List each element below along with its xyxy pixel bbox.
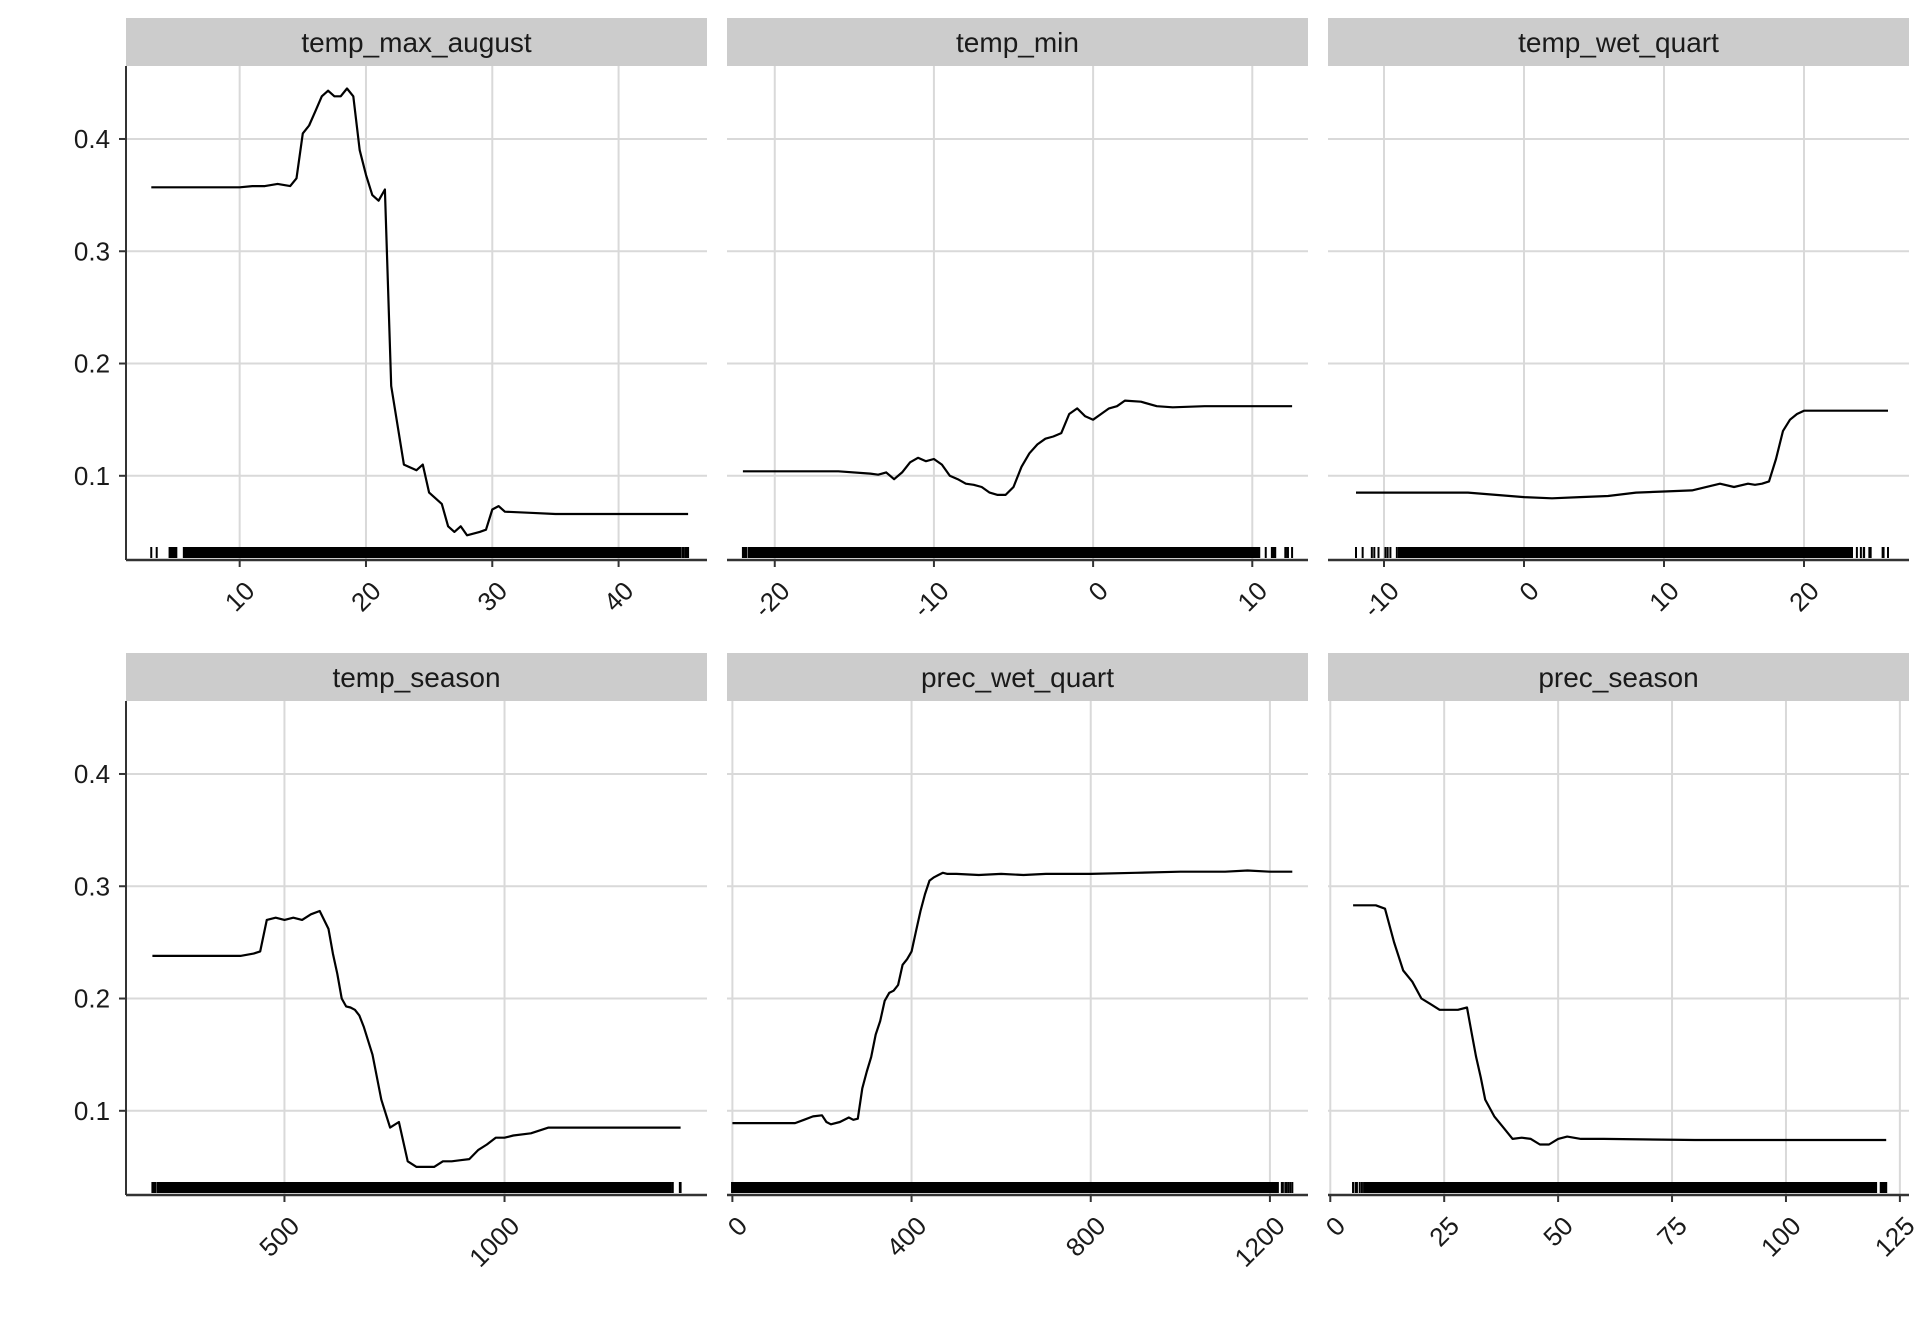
facet-title-prec_season: prec_season: [1538, 662, 1698, 693]
rug-dense-band: [156, 1182, 668, 1193]
facet-strip-prec_wet_quart: [727, 653, 1308, 701]
facet-panel-temp_min: temp_min-20 -10 0 10: [727, 18, 1308, 623]
series-line-temp_wet_quart: [1356, 409, 1888, 500]
series-line-temp_min: [742, 399, 1293, 496]
facet-strip-temp_min: [727, 18, 1308, 66]
rug-temp_min: [741, 547, 1294, 558]
rug-dense-band: [1366, 1182, 1878, 1193]
y-tick-label: 0.2: [74, 984, 110, 1014]
series-line-prec_season: [1353, 904, 1887, 1146]
rug-dense-band: [182, 547, 682, 558]
rug-temp_season: [151, 1182, 682, 1193]
rug-temp_wet_quart: [1355, 547, 1889, 558]
y-tick-label: 0.2: [74, 349, 110, 379]
y-tick-label: 0.4: [74, 124, 110, 154]
facet-strip-temp_season: [126, 653, 707, 701]
facet-strip-temp_max_august: [126, 18, 707, 66]
y-tick-label: 0.1: [74, 1096, 110, 1126]
y-tick-label: 0.1: [74, 461, 110, 491]
series-line-temp_max_august: [151, 87, 689, 537]
y-tick-label: 0.3: [74, 236, 110, 266]
rug-prec_season: [1352, 1182, 1888, 1193]
facet-panel-temp_wet_quart: temp_wet_quart-10 0 10 20: [1328, 18, 1909, 623]
facet-strip-prec_season: [1328, 653, 1909, 701]
y-tick-label: 0.4: [74, 759, 110, 789]
series-line-temp_season: [152, 909, 681, 1168]
y-tick-label: 0.3: [74, 871, 110, 901]
facet-title-temp_season: temp_season: [332, 662, 500, 693]
facet-title-temp_wet_quart: temp_wet_quart: [1518, 27, 1719, 58]
rug-temp_max_august: [150, 547, 690, 558]
facet-title-temp_min: temp_min: [956, 27, 1079, 58]
series-line-prec_wet_quart: [732, 869, 1293, 1126]
rug-dense-band: [750, 547, 1261, 558]
rug-prec_wet_quart: [731, 1182, 1294, 1193]
rug-dense-band: [732, 1182, 1279, 1193]
rug-dense-band: [1398, 547, 1853, 558]
facet-title-prec_wet_quart: prec_wet_quart: [921, 662, 1114, 693]
facet-title-temp_max_august: temp_max_august: [301, 27, 532, 58]
facet-strip-temp_wet_quart: [1328, 18, 1909, 66]
